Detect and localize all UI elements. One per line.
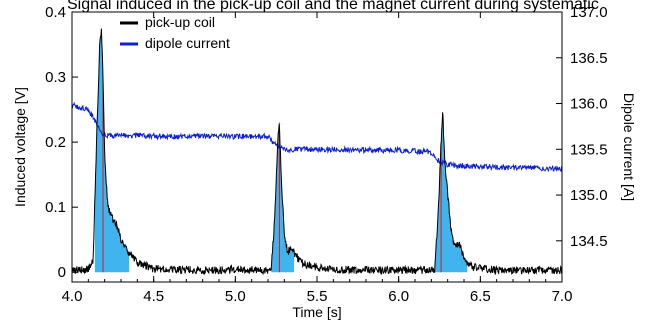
pulse-fill <box>94 30 130 273</box>
legend-label-pickup: pick-up coil <box>145 14 215 30</box>
y2-tick-label: 136.0 <box>570 96 608 113</box>
y2-tick-label: 134.5 <box>570 233 608 250</box>
x-tick-label: 5.0 <box>225 288 246 305</box>
y-tick-label: 0.1 <box>45 199 66 216</box>
pulse-fill <box>434 117 468 273</box>
plot-frame <box>71 11 563 283</box>
y2-tick-label: 137.0 <box>570 4 608 21</box>
y-axis-left: 0 0.1 0.2 0.3 0.4 <box>45 4 78 281</box>
y2-tick-label: 135.0 <box>570 187 608 204</box>
x-axis-label: Time [s] <box>292 304 341 320</box>
x-axis: 4.0 4.5 5.0 5.5 6.0 6.5 7.0 <box>62 12 573 305</box>
x-tick-label: 6.5 <box>470 288 491 305</box>
chart-title: Signal induced in the pick-up coil and t… <box>67 0 599 13</box>
series-line-pickup <box>72 28 562 276</box>
pulse-fill <box>271 122 295 273</box>
y-tick-label: 0 <box>58 264 66 281</box>
x-tick-label: 4.0 <box>62 288 83 305</box>
pulse-markers <box>102 77 442 273</box>
y2-tick-label: 135.5 <box>570 141 608 158</box>
x-tick-label: 4.5 <box>143 288 164 305</box>
y2-axis-label: Dipole current [A] <box>621 93 637 201</box>
x-tick-label: 7.0 <box>552 288 573 305</box>
series-line-dipole <box>72 101 562 173</box>
y-axis-right: 134.5 135.0 135.5 136.0 136.5 137.0 <box>556 4 608 250</box>
x-tick-label: 5.5 <box>307 288 328 305</box>
x-tick-label: 6.0 <box>388 288 409 305</box>
series-lines <box>72 28 562 276</box>
y2-tick-label: 136.5 <box>570 50 608 67</box>
y-tick-label: 0.3 <box>45 69 66 86</box>
y-tick-label: 0.4 <box>45 4 66 21</box>
y-axis-label: Induced voltage [V] <box>12 87 28 207</box>
y-tick-label: 0.2 <box>45 134 66 151</box>
legend-label-dipole: dipole current <box>145 35 230 51</box>
legend: pick-up coil dipole current <box>120 14 230 51</box>
